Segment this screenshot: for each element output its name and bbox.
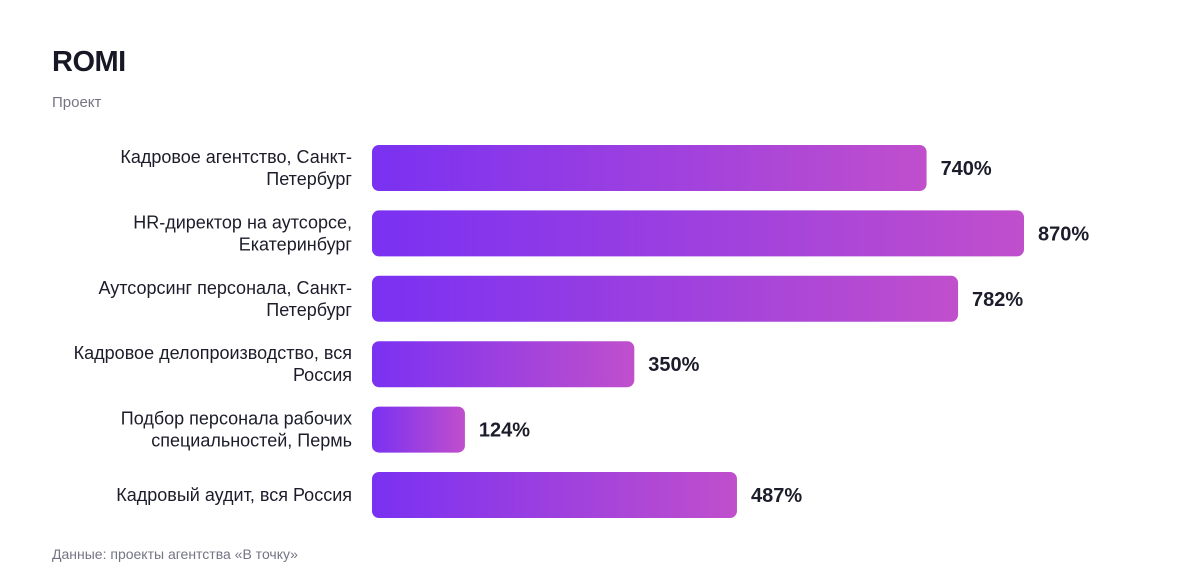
bar-4 <box>372 406 465 453</box>
data-source-note: Данные: проекты агентства «В точку» <box>52 546 298 562</box>
category-label-3-line-1: Россия <box>293 365 352 385</box>
value-labels-group: 740% 870% 782% 350% 124% 487% <box>479 158 1089 507</box>
value-label-2: 782% <box>972 289 1023 311</box>
category-label-3-line-0: Кадровое делопроизводство, вся <box>74 343 352 363</box>
chart-subtitle: Проект <box>52 94 102 111</box>
category-labels-group: Кадровое агентство, Санкт-ПетербургHR-ди… <box>74 147 353 505</box>
chart-title: ROMI <box>52 46 126 78</box>
bar-3 <box>372 341 635 388</box>
category-label-2-line-0: Аутсорсинг персонала, Санкт- <box>98 278 352 298</box>
category-label-2-line-1: Петербург <box>266 300 352 320</box>
value-label-0: 740% <box>941 158 992 180</box>
bars-group <box>372 145 1024 518</box>
category-label-1-line-1: Екатеринбург <box>239 234 353 254</box>
category-label-5-line-0: Кадровый аудит, вся Россия <box>116 485 352 505</box>
category-label-4-line-0: Подбор персонала рабочих <box>121 409 352 429</box>
category-label-0-line-0: Кадровое агентство, Санкт- <box>120 147 352 167</box>
value-label-5: 487% <box>751 485 802 507</box>
value-label-1: 870% <box>1038 223 1089 245</box>
category-label-0-line-1: Петербург <box>266 169 352 189</box>
bar-0 <box>372 145 927 191</box>
bar-1 <box>372 210 1024 257</box>
bar-2 <box>372 275 959 322</box>
category-label-1-line-0: HR-директор на аутсорсе, <box>133 212 352 232</box>
bar-5 <box>372 472 737 518</box>
value-label-4: 124% <box>479 420 530 442</box>
category-label-4-line-1: специальностей, Пермь <box>151 431 352 451</box>
value-label-3: 350% <box>648 354 699 376</box>
